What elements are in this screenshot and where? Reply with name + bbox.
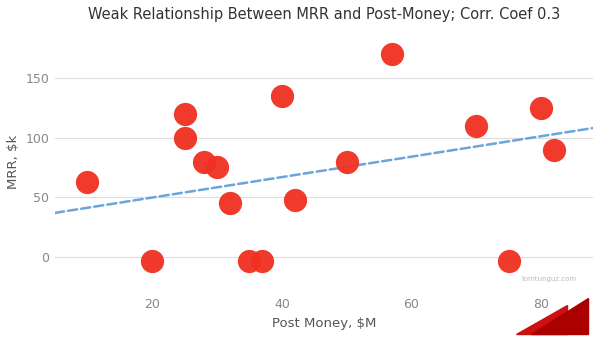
Point xyxy=(290,197,299,203)
Y-axis label: MRR, $k: MRR, $k xyxy=(7,134,20,189)
Point xyxy=(83,179,92,185)
Point xyxy=(225,201,235,206)
Point xyxy=(536,105,546,111)
Point xyxy=(472,123,481,128)
Point xyxy=(199,159,209,164)
Point xyxy=(148,258,157,264)
Point xyxy=(180,135,190,140)
Point xyxy=(342,159,352,164)
Point xyxy=(504,258,514,264)
Point xyxy=(212,165,222,170)
Point xyxy=(277,93,287,98)
Text: tomtunguz.com: tomtunguz.com xyxy=(522,276,577,282)
Point xyxy=(180,111,190,116)
X-axis label: Post Money, $M: Post Money, $M xyxy=(272,317,376,330)
Point xyxy=(245,258,254,264)
Point xyxy=(550,147,559,152)
Point xyxy=(387,51,397,57)
Title: Weak Relationship Between MRR and Post-Money; Corr. Coef 0.3: Weak Relationship Between MRR and Post-M… xyxy=(88,7,560,22)
Point xyxy=(257,258,267,264)
